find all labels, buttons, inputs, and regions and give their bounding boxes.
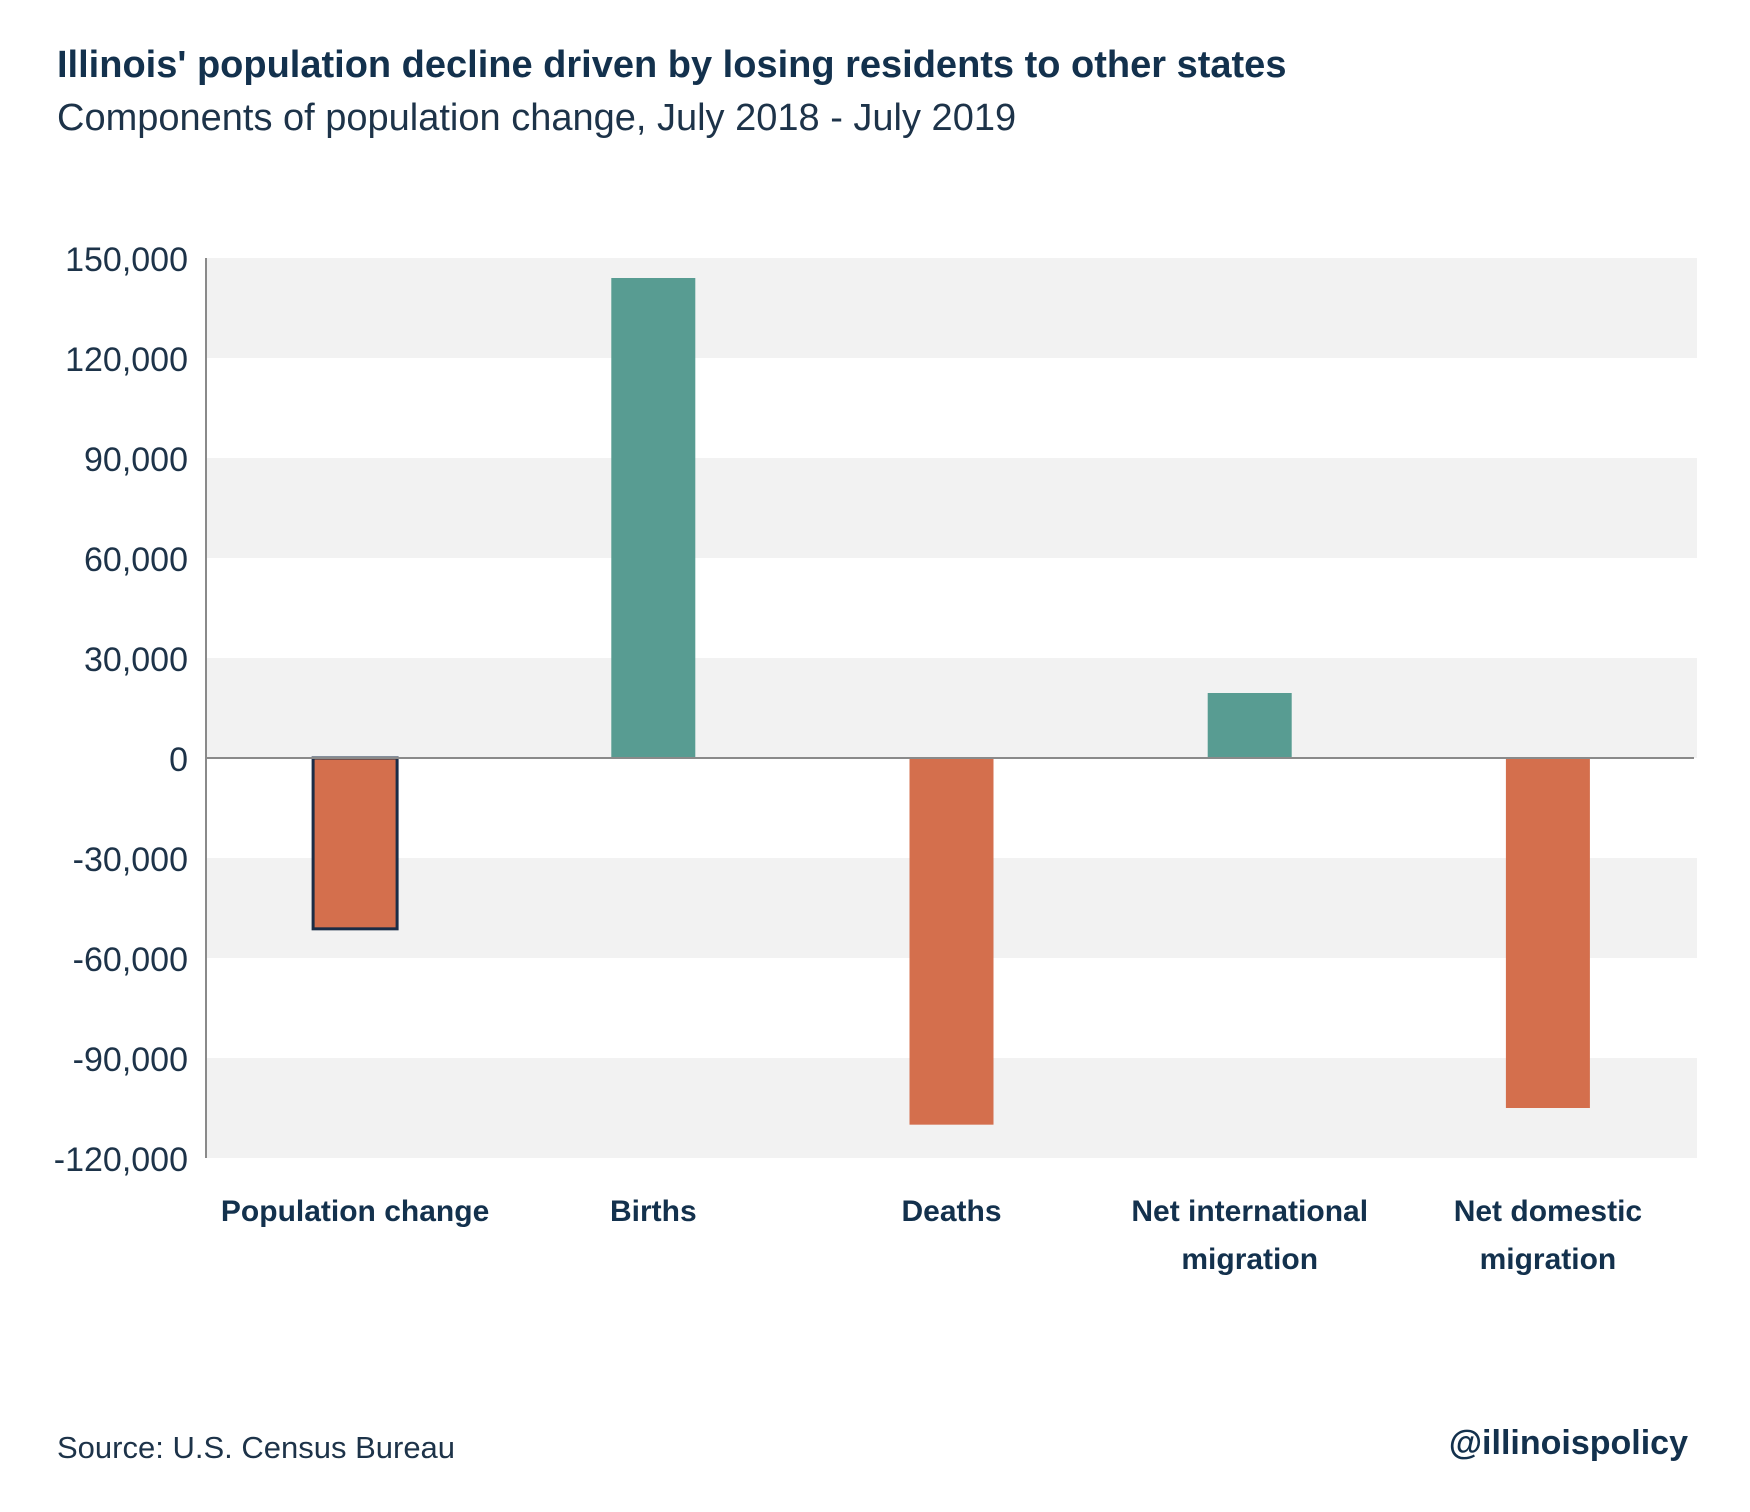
grid-band xyxy=(206,458,1697,558)
y-tick-label: -120,000 xyxy=(54,1141,188,1179)
bar xyxy=(909,758,994,1125)
y-tick-label: 150,000 xyxy=(65,241,188,279)
y-tick-label: 90,000 xyxy=(84,441,188,479)
x-category-label: migration xyxy=(1480,1243,1617,1276)
grid-band xyxy=(206,658,1697,758)
y-tick-label: 60,000 xyxy=(84,541,188,579)
y-tick-label: 30,000 xyxy=(84,641,188,679)
bar xyxy=(611,278,696,758)
source-note: Source: U.S. Census Bureau xyxy=(57,1430,456,1465)
chart-subtitle: Components of population change, July 20… xyxy=(57,97,1017,139)
bar xyxy=(1207,693,1292,758)
y-tick-label: 120,000 xyxy=(65,341,188,379)
bar xyxy=(311,756,399,931)
x-category-label: Births xyxy=(610,1195,697,1228)
brand-handle: @illinoispolicy xyxy=(1448,1424,1688,1462)
grid-band xyxy=(206,258,1697,358)
x-category-label: migration xyxy=(1181,1243,1318,1276)
y-tick-label: -60,000 xyxy=(73,941,188,979)
x-category-label: Population change xyxy=(221,1195,489,1228)
y-tick-label: 0 xyxy=(169,741,188,779)
x-category-label: Net domestic xyxy=(1454,1195,1642,1228)
chart-title: Illinois' population decline driven by l… xyxy=(57,44,1287,86)
y-tick-label: -30,000 xyxy=(73,841,188,879)
bar xyxy=(1505,758,1590,1108)
x-category-label: Net international xyxy=(1131,1195,1368,1228)
y-tick-label: -90,000 xyxy=(73,1041,188,1079)
x-category-label: Deaths xyxy=(901,1195,1001,1228)
